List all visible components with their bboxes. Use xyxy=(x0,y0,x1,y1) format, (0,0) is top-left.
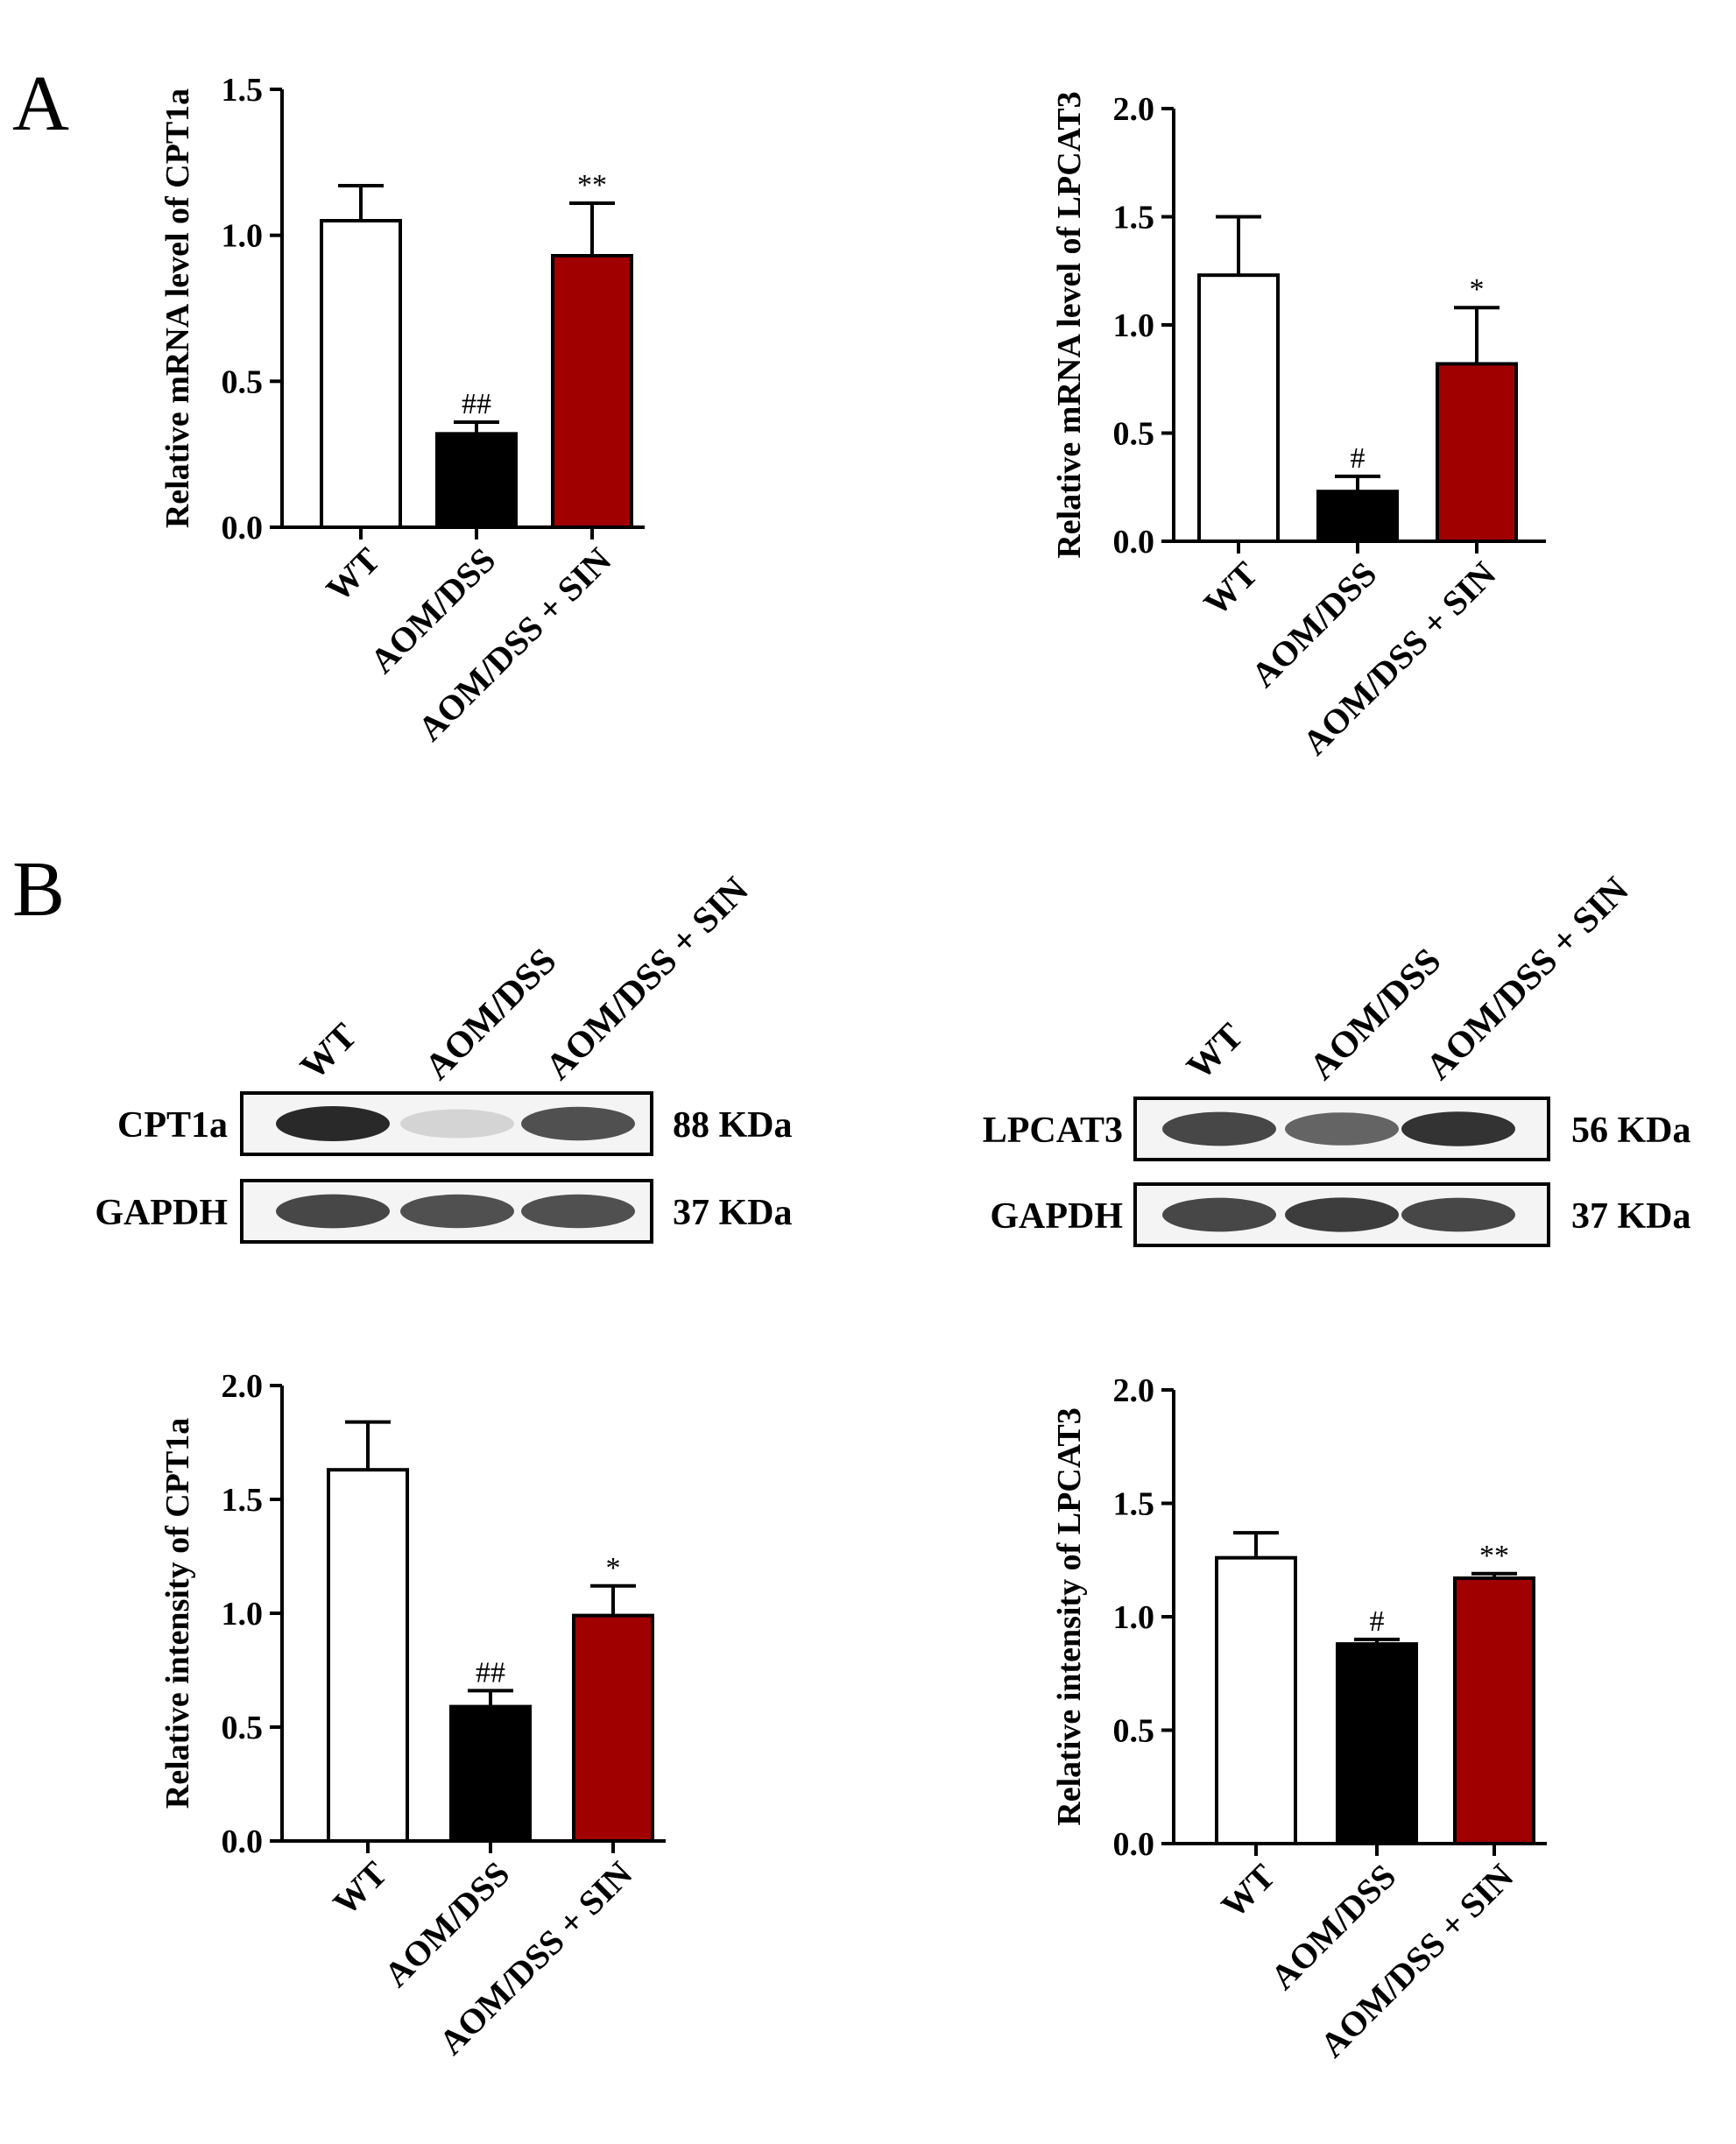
y-tick-label: 0.0 xyxy=(1113,1826,1155,1863)
category-label: AOM/DSS + SIN xyxy=(410,540,618,748)
y-tick-label: 1.0 xyxy=(222,218,264,255)
protein-label: GAPDH xyxy=(95,1193,228,1233)
y-tick-label: 0.5 xyxy=(1113,1713,1155,1750)
chart-cpt1a-intensity: 0.0 0.5 1.0 1.5 2.0 Relative intensity of CPT… xyxy=(159,1368,666,2063)
bar-aom-dss xyxy=(449,1704,532,1843)
blot-band xyxy=(1162,1197,1276,1232)
blot-band xyxy=(400,1109,514,1139)
bar-wt xyxy=(1197,273,1280,543)
y-tick-label: 1.5 xyxy=(1113,1486,1155,1523)
blot-band xyxy=(1285,1112,1399,1146)
chart-lpcat3-mrna: 0.0 0.5 1.0 1.5 2.0 Relative mRNA level of LP… xyxy=(1051,91,1546,763)
significance-marker: # xyxy=(1351,442,1366,475)
panel-label-a: A xyxy=(12,60,69,147)
bar-aom-dss-sin xyxy=(551,254,633,529)
category-label: WT xyxy=(1196,554,1265,623)
category-label: WT xyxy=(1213,1856,1282,1925)
y-tick-label: 1.0 xyxy=(1113,1599,1155,1636)
chart-lpcat3-intensity: 0.0 0.5 1.0 1.5 2.0 Relative intensity of LPC… xyxy=(1051,1372,1547,2065)
y-tick-label: 0.5 xyxy=(222,1710,264,1746)
protein-label: GAPDH xyxy=(990,1196,1123,1237)
lane-label: WT xyxy=(1180,1016,1252,1088)
significance-marker: # xyxy=(1370,1605,1385,1638)
lane-label: AOM/DSS + SIN xyxy=(539,870,757,1088)
blot-band xyxy=(276,1106,390,1141)
significance-marker: ## xyxy=(462,388,491,420)
y-axis-label: Relative mRNA level of LPCAT3 xyxy=(1051,91,1088,558)
y-axis-label: Relative intensity of CPT1a xyxy=(159,1418,196,1809)
bar-wt xyxy=(1215,1555,1297,1846)
y-tick-label: 0.5 xyxy=(1113,416,1155,453)
blot-band xyxy=(1401,1197,1515,1232)
significance-marker: * xyxy=(1470,273,1485,306)
blot-band xyxy=(400,1194,514,1229)
bar-aom-dss xyxy=(1316,490,1399,544)
bar-aom-dss-sin xyxy=(1453,1576,1535,1845)
y-tick-label: 0.0 xyxy=(222,1823,264,1860)
lane-label: AOM/DSS + SIN xyxy=(1419,870,1637,1088)
y-tick-label: 1.5 xyxy=(222,72,264,109)
y-tick-label: 1.5 xyxy=(222,1482,264,1519)
y-tick-label: 2.0 xyxy=(1113,1372,1155,1409)
significance-marker: ## xyxy=(476,1656,505,1689)
blot-band xyxy=(276,1194,390,1229)
bar-wt xyxy=(320,219,402,529)
category-label: WT xyxy=(325,1853,394,1922)
molecular-weight-label: 37 KDa xyxy=(1571,1196,1691,1237)
y-tick-label: 1.0 xyxy=(1113,307,1155,344)
significance-marker: ** xyxy=(577,169,607,201)
bar-aom-dss xyxy=(1336,1642,1418,1845)
lane-label: AOM/DSS xyxy=(418,941,565,1088)
y-tick-label: 1.5 xyxy=(1113,200,1155,236)
y-tick-label: 1.0 xyxy=(222,1596,264,1633)
y-axis-label: Relative mRNA level of CPT1a xyxy=(159,88,196,528)
bar-aom-dss-sin xyxy=(572,1613,654,1843)
protein-label: CPT1a xyxy=(117,1105,228,1146)
y-tick-label: 0.0 xyxy=(1113,524,1155,561)
blot-band xyxy=(1285,1197,1399,1232)
protein-label: LPCAT3 xyxy=(983,1111,1123,1151)
lane-label: WT xyxy=(293,1016,365,1088)
molecular-weight-label: 88 KDa xyxy=(673,1105,793,1146)
molecular-weight-label: 56 KDa xyxy=(1571,1111,1691,1151)
y-tick-label: 0.0 xyxy=(222,510,264,547)
blot-band xyxy=(1162,1111,1276,1146)
molecular-weight-label: 37 KDa xyxy=(673,1193,793,1233)
y-tick-label: 2.0 xyxy=(1113,91,1155,128)
chart-cpt1a-mrna: 0.0 0.5 1.0 1.5 Relative mRNA level of CPT1a… xyxy=(159,72,645,749)
bar-aom-dss-sin xyxy=(1436,362,1518,543)
bar-wt xyxy=(327,1468,409,1843)
blot-band xyxy=(521,1194,635,1229)
category-label: WT xyxy=(318,540,387,609)
significance-marker: ** xyxy=(1479,1540,1509,1572)
significance-marker: * xyxy=(606,1552,621,1584)
y-axis-label: Relative intensity of LPCAT3 xyxy=(1051,1407,1088,1825)
blot-band xyxy=(521,1106,635,1141)
blot-band xyxy=(1401,1111,1515,1146)
y-tick-label: 2.0 xyxy=(222,1368,264,1405)
panel-label-b: B xyxy=(12,846,65,933)
y-tick-label: 0.5 xyxy=(222,363,264,400)
bar-aom-dss xyxy=(435,432,518,530)
